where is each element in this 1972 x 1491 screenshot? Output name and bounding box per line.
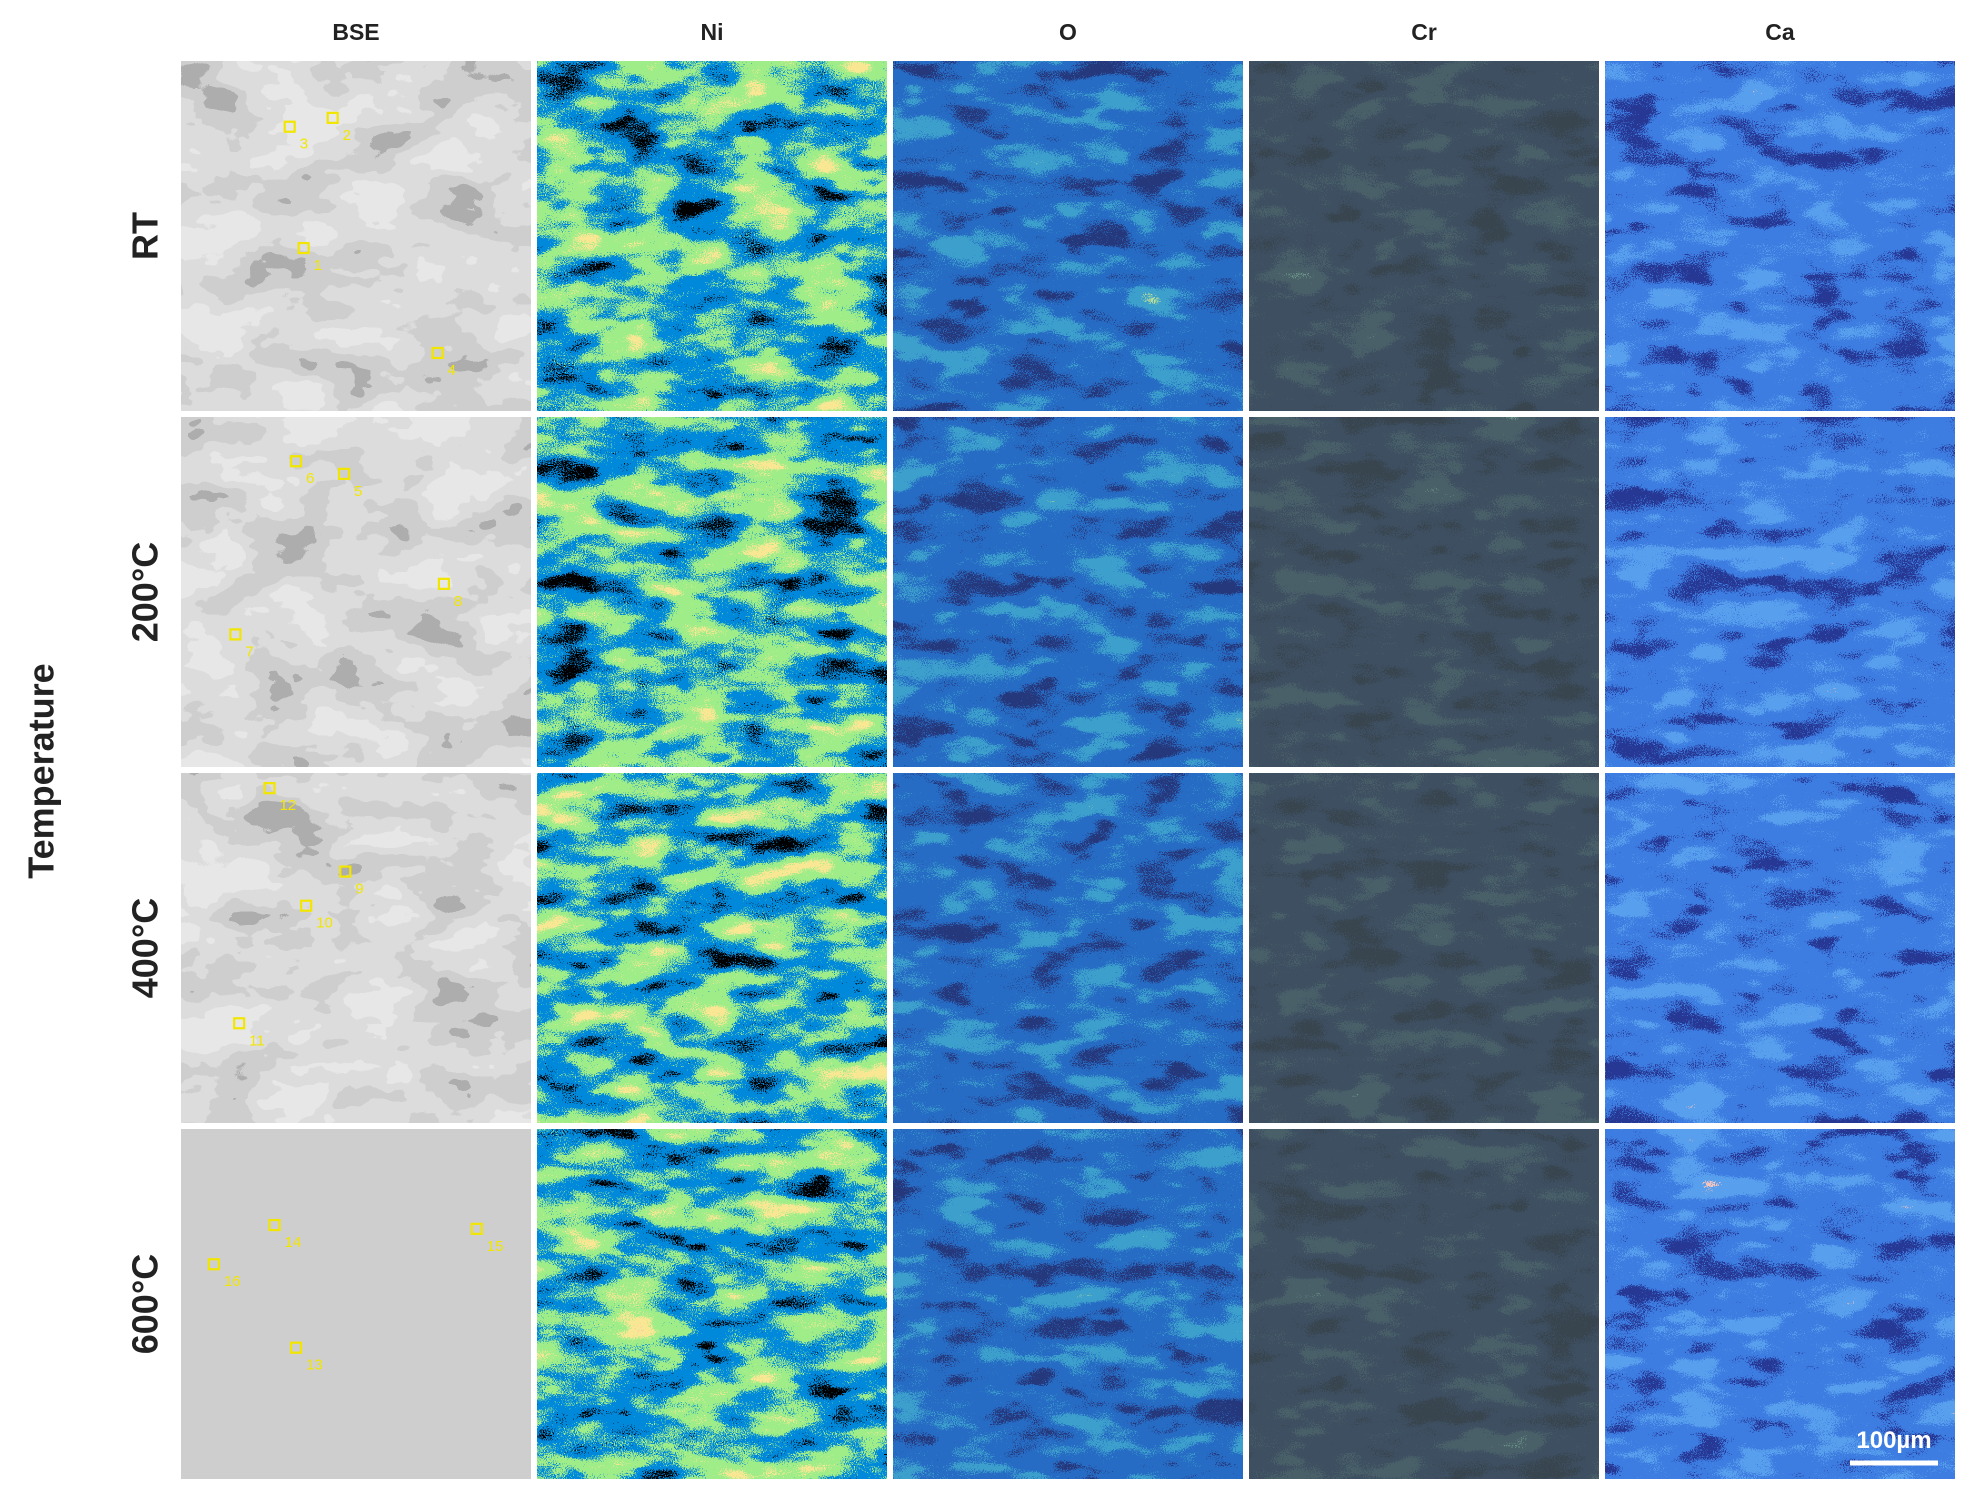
point-label: 12 bbox=[279, 797, 296, 814]
y-axis-label: Temperature bbox=[21, 663, 62, 878]
point-marker bbox=[233, 1017, 246, 1030]
point-marker bbox=[297, 241, 310, 255]
map-panel bbox=[1249, 61, 1599, 411]
map-panel bbox=[181, 773, 531, 1123]
map-panel bbox=[181, 61, 531, 411]
column-header: BSE bbox=[332, 19, 379, 45]
map-panel bbox=[1249, 417, 1599, 767]
scale-bar-label: 100µm bbox=[1856, 1427, 1931, 1454]
point-label: 16 bbox=[224, 1273, 241, 1290]
point-marker bbox=[431, 346, 444, 360]
column-header: Cr bbox=[1411, 19, 1437, 45]
map-panel bbox=[893, 61, 1243, 411]
point-label: 5 bbox=[354, 483, 362, 500]
map-panel bbox=[1605, 773, 1955, 1123]
point-marker bbox=[326, 111, 339, 124]
point-label: 15 bbox=[487, 1238, 504, 1255]
point-marker bbox=[207, 1258, 220, 1271]
point-label: 2 bbox=[343, 127, 351, 144]
row-label: 400°C bbox=[125, 898, 166, 998]
map-panel bbox=[893, 773, 1243, 1123]
point-label: 13 bbox=[306, 1357, 323, 1374]
row-label: 600°C bbox=[125, 1254, 166, 1354]
map-panel bbox=[893, 417, 1243, 767]
point-label: 11 bbox=[249, 1032, 265, 1049]
point-label: 3 bbox=[300, 136, 308, 153]
map-panel bbox=[537, 417, 887, 767]
column-header: Ca bbox=[1765, 19, 1795, 45]
point-label: 9 bbox=[355, 881, 363, 898]
point-label: 6 bbox=[306, 470, 314, 487]
row-label: 200°C bbox=[125, 542, 166, 642]
point-label: 4 bbox=[448, 362, 456, 379]
map-panel bbox=[1605, 417, 1955, 767]
point-marker bbox=[229, 628, 242, 641]
column-header: Ni bbox=[701, 19, 724, 45]
point-marker bbox=[337, 467, 351, 480]
point-label: 1 bbox=[314, 257, 322, 274]
point-marker bbox=[437, 577, 451, 590]
point-label: 10 bbox=[316, 915, 333, 932]
point-label: 7 bbox=[245, 643, 253, 660]
point-label: 8 bbox=[454, 593, 462, 610]
point-marker bbox=[289, 1341, 303, 1354]
point-marker bbox=[289, 455, 303, 468]
point-marker bbox=[470, 1222, 483, 1235]
point-marker bbox=[268, 1218, 281, 1232]
map-panel bbox=[537, 1129, 887, 1479]
map-panel bbox=[537, 61, 887, 411]
point-marker bbox=[263, 782, 276, 795]
point-marker bbox=[283, 120, 296, 133]
map-panel bbox=[1249, 1129, 1599, 1479]
map-panel bbox=[1605, 61, 1955, 411]
point-marker bbox=[339, 865, 352, 878]
map-panel bbox=[1249, 773, 1599, 1123]
column-header: O bbox=[1059, 19, 1077, 45]
map-panel bbox=[537, 773, 887, 1123]
point-marker bbox=[300, 899, 313, 912]
map-panel bbox=[181, 1129, 531, 1479]
map-panel bbox=[1605, 1129, 1955, 1479]
map-panel bbox=[893, 1129, 1243, 1479]
map-panel bbox=[181, 417, 531, 767]
point-label: 14 bbox=[285, 1234, 302, 1251]
row-label: RT bbox=[125, 212, 166, 260]
